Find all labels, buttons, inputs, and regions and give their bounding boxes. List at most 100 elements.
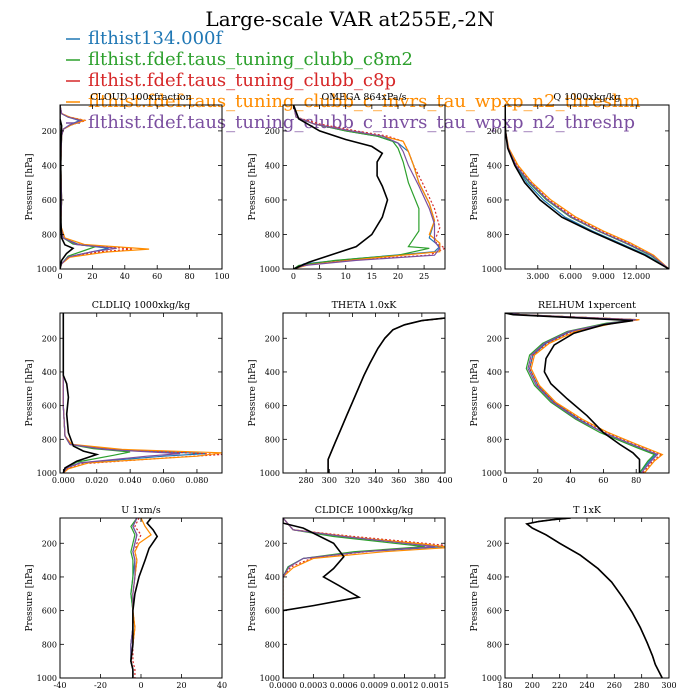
series-line-0-5 — [60, 105, 75, 269]
x-tick-label-8-3: 240 — [579, 681, 594, 690]
series-line-7-0 — [283, 518, 445, 678]
x-tick-label-7-5: 0.0015 — [421, 681, 449, 690]
series-line-8-1 — [525, 518, 663, 678]
series-line-7-5 — [283, 518, 362, 678]
panel-frame-7 — [282, 517, 446, 679]
series-line-5-4 — [505, 313, 659, 473]
y-tick-label-3-3: 800 — [42, 435, 57, 444]
y-axis-label-7: Pressure [hPa] — [248, 564, 258, 631]
x-tick-label-5-1: 20 — [533, 476, 543, 485]
panel-6: U 1xm/s -40 -20 0 20 40 200 400 600 800 1000 Pressu… — [25, 505, 227, 690]
y-tick-label-2-1: 400 — [487, 161, 502, 170]
x-tick-label-8-6: 300 — [661, 681, 676, 690]
y-tick-label-5-2: 600 — [487, 402, 502, 411]
series-line-7-4 — [283, 518, 435, 678]
y-tick-label-5-4: 1000 — [482, 469, 502, 478]
panel-title-3: CLDLIQ 1000xkg/kg — [92, 300, 190, 311]
y-tick-label-7-2: 600 — [265, 607, 280, 616]
x-tick-label-7-0: 0.0000 — [269, 681, 297, 690]
series-line-3-5 — [62, 313, 100, 473]
x-tick-label-1-5: 25 — [419, 272, 429, 281]
series-line-1-5 — [292, 105, 389, 269]
panel-frame-5 — [504, 312, 670, 474]
series-line-8-4 — [525, 518, 663, 678]
x-tick-label-1-1: 5 — [317, 272, 322, 281]
x-tick-label-5-0: 0 — [502, 476, 507, 485]
x-tick-label-7-2: 0.0006 — [330, 681, 358, 690]
y-tick-label-0-3: 800 — [42, 230, 57, 239]
y-tick-label-0-4: 1000 — [37, 265, 57, 274]
series-group-6 — [130, 518, 159, 678]
y-tick-label-5-3: 800 — [487, 435, 502, 444]
x-tick-label-4-0: 280 — [299, 476, 314, 485]
y-axis-label-2: Pressure [hPa] — [470, 153, 480, 220]
x-tick-label-4-2: 320 — [345, 476, 360, 485]
panel-5: RELHUM 1xpercent 0 20 40 60 80 200 400 600 800 100… — [470, 300, 670, 485]
x-tick-label-5-2: 40 — [566, 476, 576, 485]
x-tick-label-3-2: 0.040 — [119, 476, 142, 485]
x-tick-label-6-1: -20 — [94, 681, 107, 690]
series-group-4 — [327, 317, 445, 473]
x-tick-label-3-0: 0.000 — [52, 476, 75, 485]
series-group-8 — [525, 518, 663, 678]
x-tick-label-0-0: 0 — [57, 272, 62, 281]
y-tick-label-6-1: 400 — [42, 573, 57, 582]
panel-7: CLDICE 1000xkg/kg 0.0000 0.0003 0.0006 0.000… — [248, 505, 449, 690]
x-tick-label-0-3: 60 — [152, 272, 162, 281]
x-tick-label-7-4: 0.0012 — [391, 681, 419, 690]
x-tick-label-4-5: 380 — [414, 476, 429, 485]
x-tick-label-6-4: 40 — [217, 681, 227, 690]
x-tick-label-8-1: 200 — [525, 681, 540, 690]
legend-entry-0: flthist134.000f — [88, 28, 223, 49]
panel-3: CLDLIQ 1000xkg/kg 0.000 0.020 0.040 0.060 0.0… — [25, 300, 223, 485]
y-tick-label-0-1: 400 — [42, 161, 57, 170]
y-tick-label-7-4: 1000 — [260, 674, 280, 683]
y-tick-label-8-1: 400 — [487, 573, 502, 582]
panel-title-7: CLDICE 1000xkg/kg — [315, 505, 414, 516]
series-line-4-4 — [327, 317, 445, 473]
series-line-8-3 — [525, 518, 663, 678]
x-tick-label-4-1: 300 — [322, 476, 337, 485]
y-tick-label-1-0: 200 — [265, 127, 280, 136]
y-axis-label-4: Pressure [hPa] — [248, 359, 258, 426]
series-line-8-0 — [525, 518, 663, 678]
y-tick-label-4-3: 800 — [265, 435, 280, 444]
series-line-4-2 — [327, 317, 445, 473]
series-line-5-5 — [505, 313, 641, 473]
x-tick-label-2-2: 9.000 — [592, 272, 615, 281]
series-line-7-3 — [283, 518, 445, 678]
series-line-2-5 — [505, 105, 669, 269]
y-axis-label-0: Pressure [hPa] — [25, 153, 35, 220]
y-axis-label-8: Pressure [hPa] — [470, 564, 480, 631]
x-tick-label-6-3: 20 — [176, 681, 186, 690]
y-tick-label-1-3: 800 — [265, 230, 280, 239]
legend: flthist134.000f flthist.fdef.taus_tuning_… — [66, 28, 641, 133]
y-tick-label-8-0: 200 — [487, 539, 502, 548]
legend-entry-2: flthist.fdef.taus_tuning_clubb_c8p — [88, 70, 396, 91]
x-tick-label-8-0: 180 — [497, 681, 512, 690]
series-line-4-1 — [327, 317, 445, 473]
y-tick-label-2-2: 600 — [487, 196, 502, 205]
y-tick-label-4-1: 400 — [265, 368, 280, 377]
x-tick-label-0-1: 20 — [87, 272, 97, 281]
panel-title-0: CLOUD 100xfraction — [90, 92, 191, 103]
series-line-3-3 — [62, 313, 222, 473]
y-tick-label-1-4: 1000 — [260, 265, 280, 274]
y-tick-label-5-1: 400 — [487, 368, 502, 377]
x-tick-label-3-4: 0.080 — [185, 476, 208, 485]
x-tick-label-0-4: 80 — [185, 272, 195, 281]
panel-2: Q 1000xkg/kg 3.000 6.000 9.000 12.000 200 400 6… — [470, 92, 670, 281]
panel-title-8: T 1xK — [573, 505, 602, 516]
x-tick-label-0-5: 100 — [214, 272, 229, 281]
chart-title: Large-scale VAR at255E,-2N — [205, 7, 494, 31]
y-tick-label-3-1: 400 — [42, 368, 57, 377]
series-line-1-1 — [292, 105, 430, 269]
panel-frame-3 — [59, 312, 223, 474]
y-tick-label-8-4: 1000 — [482, 674, 502, 683]
series-line-3-2 — [62, 313, 222, 473]
series-group-3 — [62, 313, 222, 473]
panel-frame-2 — [504, 104, 670, 270]
x-tick-label-2-0: 3.000 — [526, 272, 549, 281]
